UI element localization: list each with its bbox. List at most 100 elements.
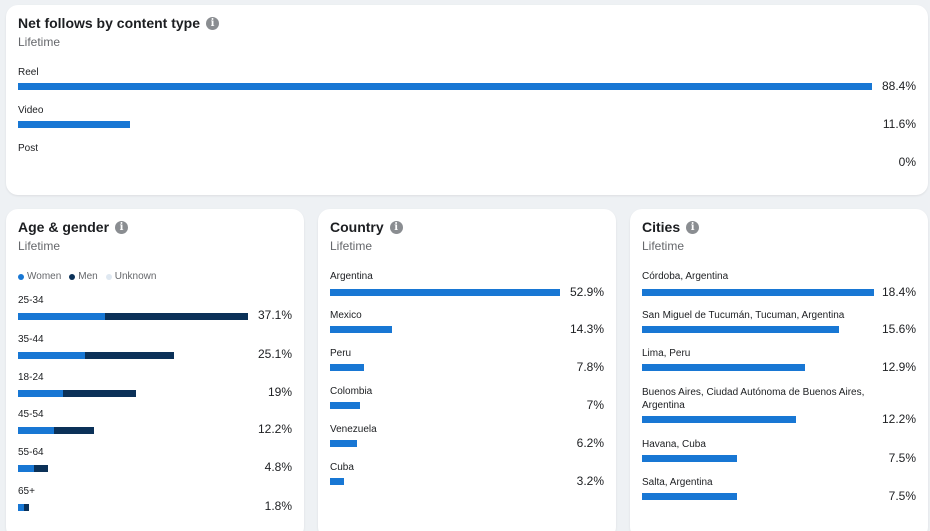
age-value: 37.1% [257, 308, 292, 322]
country-card: Country i Lifetime Argentina 52.9% Mexic… [318, 209, 616, 531]
city-row: Salta, Argentina 7.5% [642, 477, 916, 507]
men-segment [54, 427, 94, 434]
content-type-label: Post [18, 143, 39, 154]
age-row: 55-64 4.8% [18, 447, 292, 477]
city-label: Havana, Cuba [642, 439, 706, 450]
city-bar [642, 364, 805, 371]
country-label: Peru [330, 348, 352, 359]
info-icon[interactable]: i [686, 220, 700, 234]
country-value: 6.2% [576, 436, 604, 450]
country-row: Venezuela 6.2% [330, 424, 604, 454]
age-label: 35-44 [18, 334, 44, 345]
age-stacked-bar [18, 313, 248, 320]
city-label: Lima, Peru [642, 348, 691, 359]
cities-card: Cities i Lifetime Córdoba, Argentina 18.… [630, 209, 928, 531]
net-follows-subtitle: Lifetime [18, 35, 61, 49]
country-bar [330, 364, 364, 371]
age-row: 25-34 37.1% [18, 295, 292, 325]
age-label: 25-34 [18, 295, 44, 306]
women-segment [18, 390, 63, 397]
city-value: 12.2% [881, 412, 916, 426]
country-row: Cuba 3.2% [330, 462, 604, 492]
country-subtitle: Lifetime [330, 239, 373, 253]
age-row: 65+ 1.8% [18, 486, 292, 516]
content-type-label: Reel [18, 67, 39, 78]
women-dot-icon [18, 273, 24, 280]
men-dot-icon [69, 273, 76, 280]
content-type-bar [18, 83, 872, 90]
country-value: 14.3% [569, 322, 604, 336]
net-follows-title: Net follows by content type [18, 15, 201, 31]
age-stacked-bar [18, 390, 136, 397]
country-title-row: Country i [330, 219, 403, 235]
net-follows-title-row: Net follows by content type i [18, 15, 220, 31]
country-bar [330, 478, 344, 485]
country-value: 3.2% [576, 474, 604, 488]
city-value: 7.5% [888, 451, 916, 465]
women-segment [18, 465, 34, 472]
city-value: 7.5% [888, 489, 916, 503]
age-label: 45-54 [18, 409, 44, 420]
country-label: Mexico [330, 310, 362, 321]
country-title: Country [330, 219, 384, 235]
women-segment [18, 313, 106, 320]
age-value: 1.8% [264, 499, 292, 513]
legend-women[interactable]: Women [18, 271, 61, 282]
age-value: 25.1% [257, 347, 292, 361]
age-gender-card: Age & gender i Lifetime Women Men Unknow… [6, 209, 304, 531]
age-gender-title-row: Age & gender i [18, 219, 129, 235]
city-value: 12.9% [881, 360, 916, 374]
country-value: 52.9% [569, 285, 604, 299]
legend-men-label: Men [78, 271, 98, 282]
women-segment [18, 504, 24, 511]
age-row: 18-24 19% [18, 372, 292, 402]
info-icon[interactable]: i [206, 16, 220, 30]
legend-men[interactable]: Men [69, 271, 98, 282]
city-row: San Miguel de Tucumán, Tucuman, Argentin… [642, 310, 916, 340]
legend-women-label: Women [27, 271, 62, 282]
city-row: Havana, Cuba 7.5% [642, 439, 916, 469]
country-row: Mexico 14.3% [330, 310, 604, 340]
content-type-row: Post 0% [18, 143, 916, 171]
country-label: Cuba [330, 462, 354, 473]
city-row: Buenos Aires, Ciudad Autónoma de Buenos … [642, 386, 916, 432]
legend-unknown-label: Unknown [114, 271, 157, 282]
age-stacked-bar [18, 504, 30, 511]
women-segment [18, 352, 85, 359]
country-bar [330, 289, 560, 296]
net-follows-card: Net follows by content type i Lifetime R… [6, 5, 928, 195]
country-row: Colombia 7% [330, 386, 604, 416]
country-bar [330, 402, 361, 409]
age-row: 45-54 12.2% [18, 409, 292, 439]
country-label: Venezuela [330, 424, 377, 435]
country-bar [330, 326, 393, 333]
unknown-dot-icon [105, 273, 112, 280]
city-label: Córdoba, Argentina [642, 271, 729, 282]
city-value: 18.4% [881, 285, 916, 299]
age-stacked-bar [18, 427, 94, 434]
country-value: 7.8% [576, 360, 604, 374]
city-bar [642, 416, 796, 423]
country-value: 7% [586, 398, 604, 412]
city-bar [642, 493, 737, 500]
men-segment [62, 390, 136, 397]
country-row: Argentina 52.9% [330, 271, 604, 301]
men-segment [23, 504, 30, 511]
cities-title-row: Cities i [642, 219, 700, 235]
legend-unknown[interactable]: Unknown [105, 271, 157, 282]
city-bar [642, 326, 839, 333]
city-row: Córdoba, Argentina 18.4% [642, 271, 916, 301]
country-row: Peru 7.8% [330, 348, 604, 378]
content-type-label: Video [18, 105, 44, 116]
age-gender-subtitle: Lifetime [18, 239, 61, 253]
city-bar [642, 455, 737, 462]
city-bar [642, 289, 874, 296]
country-label: Argentina [330, 271, 373, 282]
info-icon[interactable]: i [115, 220, 129, 234]
info-icon[interactable]: i [389, 220, 403, 234]
age-label: 18-24 [18, 372, 44, 383]
gender-legend: Women Men Unknown [18, 271, 156, 282]
cities-title: Cities [642, 219, 681, 235]
age-row: 35-44 25.1% [18, 334, 292, 364]
age-stacked-bar [18, 352, 174, 359]
